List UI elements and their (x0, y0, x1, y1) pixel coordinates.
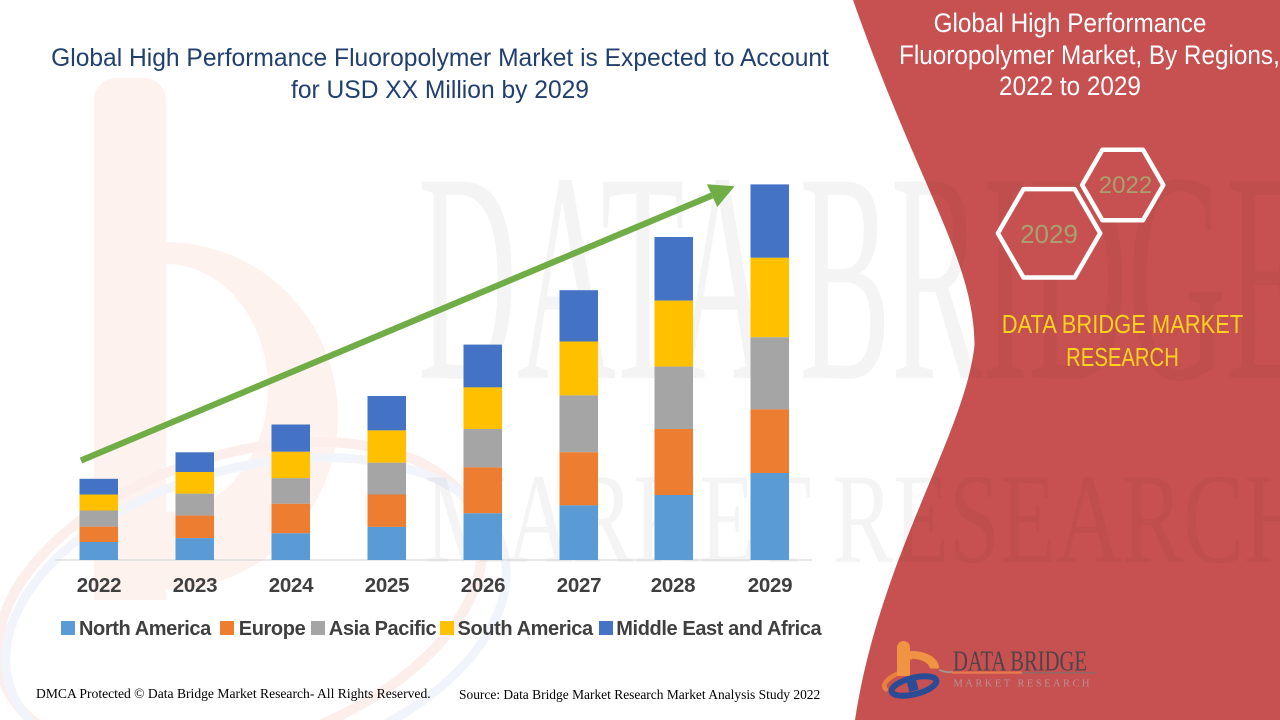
svg-text:DATA BRIDGE: DATA BRIDGE (953, 647, 1087, 678)
svg-text:MARKET RESEARCH: MARKET RESEARCH (954, 679, 1090, 690)
